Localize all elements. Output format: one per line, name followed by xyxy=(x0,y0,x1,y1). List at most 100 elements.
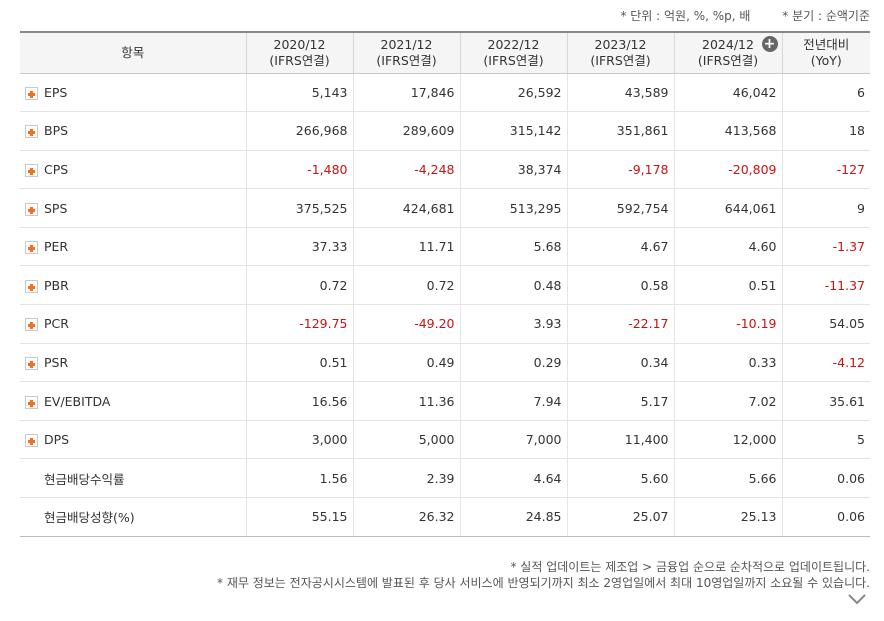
value-cell: 12,000 xyxy=(673,420,782,460)
row-label-cell[interactable]: PER xyxy=(20,227,246,267)
value-cell: 6 xyxy=(781,73,870,113)
value-cell: 0.48 xyxy=(459,265,567,306)
expand-plus-icon[interactable] xyxy=(25,163,38,177)
row-label-cell[interactable]: PSR xyxy=(20,343,246,383)
value-cell: -4,248 xyxy=(352,150,460,190)
chevron-down-icon[interactable] xyxy=(848,593,866,605)
value-cell: -11.37 xyxy=(781,265,870,306)
table-row: PBR 0.72 0.72 0.48 0.58 0.51 -11.37 xyxy=(20,265,870,306)
value-cell: 0.06 xyxy=(781,497,870,537)
value-cell: 35.61 xyxy=(781,381,870,421)
row-label-cell: 현금배당수익률 xyxy=(20,458,246,499)
row-label: 현금배당수익률 xyxy=(44,471,125,487)
row-label: BPS xyxy=(44,123,69,139)
row-label: PER xyxy=(44,239,69,255)
row-label: PSR xyxy=(44,354,69,370)
expand-plus-icon[interactable] xyxy=(25,318,38,332)
row-label-cell[interactable]: SPS xyxy=(20,188,246,228)
unit-info: * 단위 : 억원, %, %p, 배 * 분기 : 순액기준 xyxy=(620,7,870,24)
value-cell: -22.17 xyxy=(566,304,674,344)
value-cell: 43,589 xyxy=(566,73,674,113)
table-row: CPS -1,480 -4,248 38,374 -9,178 -20,809 -127 xyxy=(20,150,870,190)
header-2024: 2024/12 (IFRS연결) + xyxy=(673,31,782,74)
value-cell: 5,000 xyxy=(352,420,460,460)
value-cell: 289,609 xyxy=(352,111,460,151)
row-label-cell[interactable]: EPS xyxy=(20,73,246,113)
basis-text: * 분기 : 순액기준 xyxy=(782,9,870,23)
value-cell: 2.39 xyxy=(352,458,460,499)
financial-ratio-table: 항목 2020/12 (IFRS연결) 2021/12 (IFRS연결) 2022/… xyxy=(20,31,870,537)
expand-plus-icon[interactable] xyxy=(25,125,38,139)
row-label-cell[interactable]: PCR xyxy=(20,304,246,344)
value-cell: 0.72 xyxy=(245,265,353,306)
row-label-cell[interactable]: PBR xyxy=(20,265,246,306)
expand-plus-icon[interactable] xyxy=(25,434,38,448)
value-cell: 351,861 xyxy=(566,111,674,151)
expand-plus-icon[interactable] xyxy=(25,202,38,216)
expand-plus-icon[interactable] xyxy=(25,395,38,409)
row-label-cell[interactable]: BPS xyxy=(20,111,246,151)
table-row: PCR -129.75 -49.20 3.93 -22.17 -10.19 54.05 xyxy=(20,304,870,344)
row-label-cell[interactable]: EV/EBITDA xyxy=(20,381,246,421)
value-cell: -49.20 xyxy=(352,304,460,344)
table-row: DPS 3,000 5,000 7,000 11,400 12,000 5 xyxy=(20,420,870,460)
value-cell: 5.60 xyxy=(566,458,674,499)
value-cell: 46,042 xyxy=(673,73,782,113)
value-cell: 17,846 xyxy=(352,73,460,113)
value-cell: 0.49 xyxy=(352,343,460,383)
row-label: PCR xyxy=(44,316,69,332)
value-cell: 5 xyxy=(781,420,870,460)
expand-plus-icon[interactable] xyxy=(25,241,38,255)
value-cell: 26.32 xyxy=(352,497,460,537)
add-column-icon[interactable]: + xyxy=(761,36,778,52)
value-cell: 413,568 xyxy=(673,111,782,151)
value-cell: 11.36 xyxy=(352,381,460,421)
unit-text: * 단위 : 억원, %, %p, 배 xyxy=(620,9,751,23)
value-cell: 0.34 xyxy=(566,343,674,383)
expand-plus-icon[interactable] xyxy=(25,356,38,370)
value-cell: 0.29 xyxy=(459,343,567,383)
value-cell: 5.68 xyxy=(459,227,567,267)
table-row: EV/EBITDA 16.56 11.36 7.94 5.17 7.02 35.61 xyxy=(20,381,870,421)
row-label-cell: 현금배당성향(%) xyxy=(20,497,246,537)
row-label: DPS xyxy=(44,432,70,448)
disclosure-note: * 재무 정보는 전자공시시스템에 발표된 후 당사 서비스에 반영되기까지 최… xyxy=(217,576,870,590)
table-row: PSR 0.51 0.49 0.29 0.34 0.33 -4.12 xyxy=(20,343,870,383)
row-label: EV/EBITDA xyxy=(44,393,111,409)
value-cell: 24.85 xyxy=(459,497,567,537)
row-label-cell[interactable]: DPS xyxy=(20,420,246,460)
header-2022: 2022/12 (IFRS연결) xyxy=(459,31,567,74)
value-cell: 25.07 xyxy=(566,497,674,537)
row-label-cell[interactable]: CPS xyxy=(20,150,246,190)
value-cell: 25.13 xyxy=(673,497,782,537)
value-cell: 0.72 xyxy=(352,265,460,306)
row-label: CPS xyxy=(44,161,69,177)
header-yoy: 전년대비 (YoY) xyxy=(781,31,870,74)
expand-plus-icon[interactable] xyxy=(25,279,38,293)
value-cell: 266,968 xyxy=(245,111,353,151)
row-label: 현금배당성향(%) xyxy=(44,510,135,526)
value-cell: 3,000 xyxy=(245,420,353,460)
header-2020: 2020/12 (IFRS연결) xyxy=(245,31,353,74)
value-cell: 644,061 xyxy=(673,188,782,228)
table-row: 현금배당수익률 1.56 2.39 4.64 5.60 5.66 0.06 xyxy=(20,458,870,499)
row-label: EPS xyxy=(44,84,68,100)
value-cell: 26,592 xyxy=(459,73,567,113)
table-header-row: 항목 2020/12 (IFRS연결) 2021/12 (IFRS연결) 2022/… xyxy=(20,31,870,74)
value-cell: -127 xyxy=(781,150,870,190)
value-cell: -10.19 xyxy=(673,304,782,344)
value-cell: -4.12 xyxy=(781,343,870,383)
value-cell: 11,400 xyxy=(566,420,674,460)
row-label: SPS xyxy=(44,200,68,216)
value-cell: 4.60 xyxy=(673,227,782,267)
value-cell: 37.33 xyxy=(245,227,353,267)
value-cell: 4.64 xyxy=(459,458,567,499)
value-cell: 5.66 xyxy=(673,458,782,499)
value-cell: 18 xyxy=(781,111,870,151)
expand-plus-icon[interactable] xyxy=(25,86,38,100)
value-cell: 7,000 xyxy=(459,420,567,460)
header-item: 항목 xyxy=(20,31,246,74)
value-cell: 315,142 xyxy=(459,111,567,151)
value-cell: 11.71 xyxy=(352,227,460,267)
value-cell: -129.75 xyxy=(245,304,353,344)
